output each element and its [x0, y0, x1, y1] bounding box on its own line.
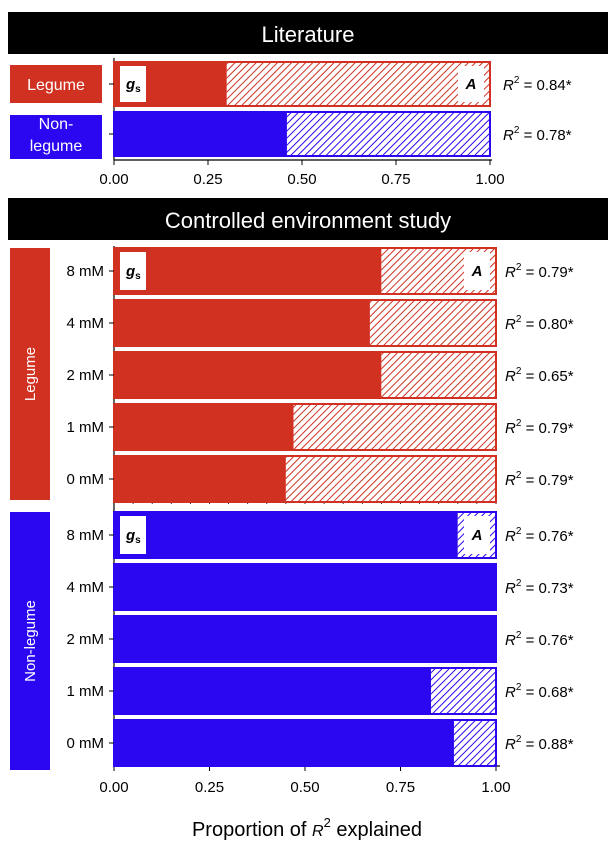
- literature-a-label: A: [465, 76, 477, 93]
- controlled-bar-a-0-4: [285, 456, 496, 502]
- controlled-cat-label-0-0: 8 mM: [67, 263, 105, 280]
- controlled-r2-0-4: R2 = 0.79*: [505, 470, 574, 489]
- literature-bar-a-0: [226, 62, 491, 106]
- controlled-1-a-label-box: [464, 516, 490, 554]
- controlled-xtick-label-0: 0.00: [99, 779, 128, 796]
- controlled-bar-a-0-1: [369, 300, 496, 346]
- controlled-r2-1-1: R2 = 0.73*: [505, 578, 574, 597]
- literature-cat-label-1-0: Non-: [39, 116, 74, 133]
- controlled-r2-1-3: R2 = 0.68*: [505, 682, 574, 701]
- literature-xtick-label-1: 0.25: [193, 171, 222, 188]
- controlled-bar-gs-1-4: [114, 720, 454, 766]
- controlled-bar-a-0-2: [381, 352, 496, 398]
- controlled-r2-1-4: R2 = 0.88*: [505, 734, 574, 753]
- controlled-group-label-0: Legume: [22, 347, 39, 401]
- controlled-bar-gs-0-4: [114, 456, 286, 502]
- controlled-bar-gs-0-1: [114, 300, 370, 346]
- literature-a-label-box: [458, 66, 484, 102]
- controlled-bar-a-1-3: [431, 668, 496, 714]
- controlled-header-bg: [8, 198, 608, 240]
- literature-bar-a-1: [286, 112, 490, 156]
- controlled-0-gs-label: gs: [125, 263, 141, 282]
- literature-header-bg: [8, 12, 608, 54]
- controlled-r2-1-0: R2 = 0.76*: [505, 526, 574, 545]
- controlled-bar-gs-1-2: [114, 616, 496, 662]
- x-axis-label: Proportion of R2 explained: [192, 810, 422, 841]
- literature-cat-box-0: [10, 65, 102, 103]
- literature-gs-label-box: [120, 66, 146, 102]
- literature-xtick-label-2: 0.50: [287, 171, 316, 188]
- controlled-cat-label-1-4: 0 mM: [67, 735, 105, 752]
- controlled-cat-label-1-3: 1 mM: [67, 683, 105, 700]
- controlled-1-a-label: A: [471, 527, 483, 544]
- literature-cat-label-0-0: Legume: [27, 77, 85, 94]
- controlled-r2-0-2: R2 = 0.65*: [505, 366, 574, 385]
- controlled-r2-1-2: R2 = 0.76*: [505, 630, 574, 649]
- literature-r2-0: R2 = 0.84*: [503, 75, 572, 94]
- controlled-cat-label-0-3: 1 mM: [67, 419, 105, 436]
- literature-cat-box-1: [10, 115, 102, 159]
- controlled-xtick-label-3: 0.75: [386, 779, 415, 796]
- controlled-bar-a-1-4: [453, 720, 496, 766]
- controlled-cat-label-1-0: 8 mM: [67, 527, 105, 544]
- controlled-bar-gs-1-3: [114, 668, 432, 714]
- controlled-1-gs-label-box: [120, 516, 146, 554]
- literature-xtick-label-4: 1.00: [475, 171, 504, 188]
- controlled-group-label-1: Non-legume: [22, 600, 39, 682]
- controlled-group-box-1: [10, 512, 50, 770]
- literature-xtick-label-3: 0.75: [381, 171, 410, 188]
- controlled-cat-label-0-4: 0 mM: [67, 471, 105, 488]
- controlled-bar-gs-1-1: [114, 564, 496, 610]
- controlled-r2-0-3: R2 = 0.79*: [505, 418, 574, 437]
- controlled-1-gs-label: gs: [125, 527, 141, 546]
- controlled-0-a-label: A: [471, 263, 483, 280]
- literature-header-title: Literature: [262, 22, 355, 47]
- controlled-0-gs-label-box: [120, 252, 146, 290]
- literature-r2-1: R2 = 0.78*: [503, 125, 572, 144]
- controlled-bar-gs-0-2: [114, 352, 382, 398]
- controlled-group-box-0: [10, 248, 50, 500]
- controlled-bar-gs-1-0: [114, 512, 458, 558]
- controlled-bar-gs-0-0: [114, 248, 382, 294]
- controlled-r2-0-0: R2 = 0.79*: [505, 262, 574, 281]
- controlled-cat-label-0-2: 2 mM: [67, 367, 105, 384]
- controlled-bar-gs-0-3: [114, 404, 294, 450]
- controlled-cat-label-1-1: 4 mM: [67, 579, 105, 596]
- controlled-cat-label-1-2: 2 mM: [67, 631, 105, 648]
- literature-gs-label: gs: [125, 76, 141, 95]
- controlled-xtick-label-2: 0.50: [290, 779, 319, 796]
- controlled-bar-a-0-3: [293, 404, 496, 450]
- controlled-header-title: Controlled environment study: [165, 208, 451, 233]
- literature-cat-label-1-1: legume: [30, 138, 83, 155]
- controlled-cat-label-0-1: 4 mM: [67, 315, 105, 332]
- literature-xtick-label-0: 0.00: [99, 171, 128, 188]
- controlled-r2-0-1: R2 = 0.80*: [505, 314, 574, 333]
- controlled-xtick-label-1: 0.25: [195, 779, 224, 796]
- controlled-0-a-label-box: [464, 252, 490, 290]
- literature-bar-gs-1: [114, 112, 287, 156]
- controlled-xtick-label-4: 1.00: [481, 779, 510, 796]
